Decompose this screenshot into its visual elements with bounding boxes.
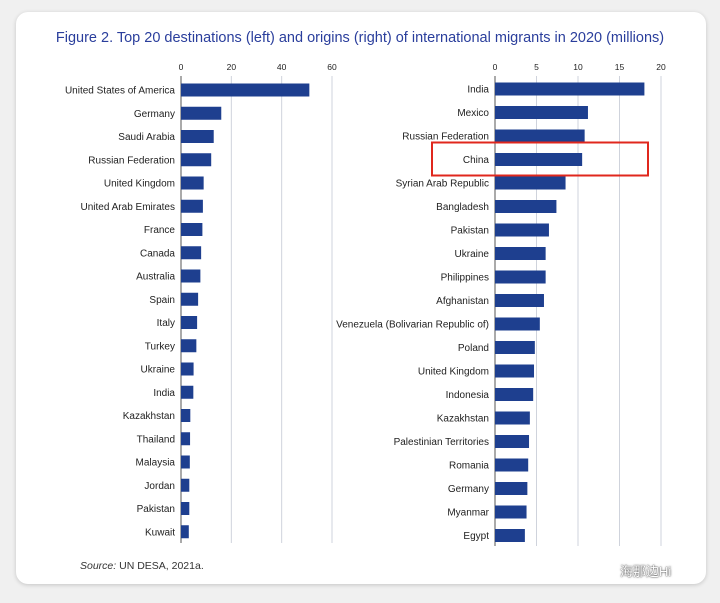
- right-tick-label: 15: [615, 62, 625, 72]
- watermark: 海那边Hi: [594, 561, 671, 580]
- right-bar: [495, 106, 588, 119]
- right-bar: [495, 153, 583, 166]
- left-bar: [181, 316, 198, 329]
- left-bar: [181, 106, 222, 120]
- right-category-label: Palestinian Territories: [394, 437, 489, 448]
- right-bar: [495, 82, 645, 96]
- right-bar: [495, 341, 535, 354]
- left-category-label: Turkey: [145, 341, 175, 352]
- right-bar: [495, 482, 528, 495]
- left-category-label: Canada: [140, 248, 175, 259]
- right-bar: [495, 388, 534, 401]
- left-bar: [181, 409, 191, 422]
- right-bar: [495, 317, 540, 331]
- left-category-label: United Kingdom: [104, 179, 175, 190]
- right-bar: [495, 223, 549, 237]
- source-note: Source: UN DESA, 2021a.: [80, 560, 204, 572]
- watermark-text: 海那边Hi: [620, 564, 672, 579]
- right-category-label: Syrian Arab Republic: [396, 179, 489, 190]
- right-bar: [495, 129, 585, 143]
- left-bar: [181, 246, 202, 260]
- left-category-label: Thailand: [137, 434, 175, 445]
- right-category-label: Egypt: [463, 531, 489, 542]
- left-category-label: India: [153, 388, 175, 399]
- left-bar: [181, 502, 190, 515]
- source-label: Source:: [80, 560, 117, 572]
- figure-title: Figure 2. Top 20 destinations (left) and…: [55, 30, 665, 46]
- left-category-label: Australia: [136, 272, 175, 283]
- right-category-label: Myanmar: [447, 508, 489, 519]
- left-category-label: Kazakhstan: [123, 411, 175, 422]
- right-bar: [495, 200, 557, 213]
- right-category-label: China: [463, 155, 490, 166]
- left-tick-label: 40: [277, 62, 287, 72]
- right-category-label: Romania: [449, 461, 489, 472]
- right-category-label: Poland: [458, 343, 489, 354]
- left-category-label: Malaysia: [136, 458, 176, 469]
- right-category-label: India: [467, 85, 489, 96]
- left-tick-label: 20: [227, 62, 237, 72]
- right-bar: [495, 176, 566, 190]
- left-bar: [181, 478, 190, 492]
- left-category-label: France: [144, 225, 176, 236]
- left-tick-label: 60: [327, 62, 337, 72]
- left-category-label: Russian Federation: [88, 155, 175, 166]
- left-tick-label: 0: [179, 62, 184, 72]
- left-bar: [181, 223, 203, 236]
- right-category-label: United Kingdom: [418, 367, 489, 378]
- right-tick-label: 20: [656, 62, 666, 72]
- right-bar: [495, 294, 544, 307]
- left-bar: [181, 199, 203, 213]
- left-bar: [181, 385, 194, 399]
- right-bar: [495, 505, 527, 519]
- right-tick-label: 0: [493, 62, 498, 72]
- left-category-label: Spain: [149, 295, 175, 306]
- right-category-label: Germany: [448, 484, 489, 495]
- left-bar: [181, 130, 214, 143]
- right-category-label: Pakistan: [451, 226, 489, 237]
- left-category-label: United States of America: [65, 86, 175, 97]
- left-bar: [181, 176, 204, 190]
- right-bar: [495, 364, 535, 378]
- left-bar: [181, 455, 190, 469]
- right-category-label: Kazakhstan: [437, 414, 489, 425]
- right-category-label: Ukraine: [455, 249, 490, 260]
- right-bar: [495, 247, 546, 260]
- left-category-label: Ukraine: [141, 365, 176, 376]
- left-bar: [181, 525, 189, 539]
- left-bar: [181, 339, 197, 353]
- right-category-label: Venezuela (Bolivarian Republic of): [336, 320, 489, 331]
- left-bar: [181, 153, 212, 167]
- right-tick-label: 5: [534, 62, 539, 72]
- right-bar: [495, 458, 529, 472]
- right-bar: [495, 411, 530, 425]
- left-category-label: Germany: [134, 109, 175, 120]
- left-bar: [181, 83, 310, 97]
- left-category-label: Jordan: [144, 481, 175, 492]
- left-category-label: Italy: [157, 318, 175, 329]
- left-category-label: United Arab Emirates: [81, 202, 176, 213]
- left-category-label: Pakistan: [137, 504, 175, 515]
- left-bar: [181, 269, 201, 283]
- right-category-label: Indonesia: [446, 390, 490, 401]
- left-bar: [181, 432, 191, 446]
- right-category-label: Russian Federation: [402, 132, 489, 143]
- left-category-label: Saudi Arabia: [118, 132, 175, 143]
- chat-bubble-icon: [594, 563, 616, 578]
- right-bar: [495, 435, 530, 448]
- right-bar: [495, 270, 546, 284]
- right-category-label: Mexico: [457, 108, 489, 119]
- right-category-label: Afghanistan: [436, 296, 489, 307]
- source-text: UN DESA, 2021a.: [119, 560, 204, 572]
- right-tick-label: 10: [573, 62, 583, 72]
- left-category-label: Kuwait: [145, 527, 175, 538]
- left-bar: [181, 362, 194, 376]
- figure-card: [16, 12, 706, 584]
- left-bar: [181, 292, 199, 306]
- right-category-label: Philippines: [441, 273, 489, 284]
- highlight-box: [431, 141, 649, 177]
- right-category-label: Bangladesh: [436, 202, 489, 213]
- right-bar: [495, 529, 525, 542]
